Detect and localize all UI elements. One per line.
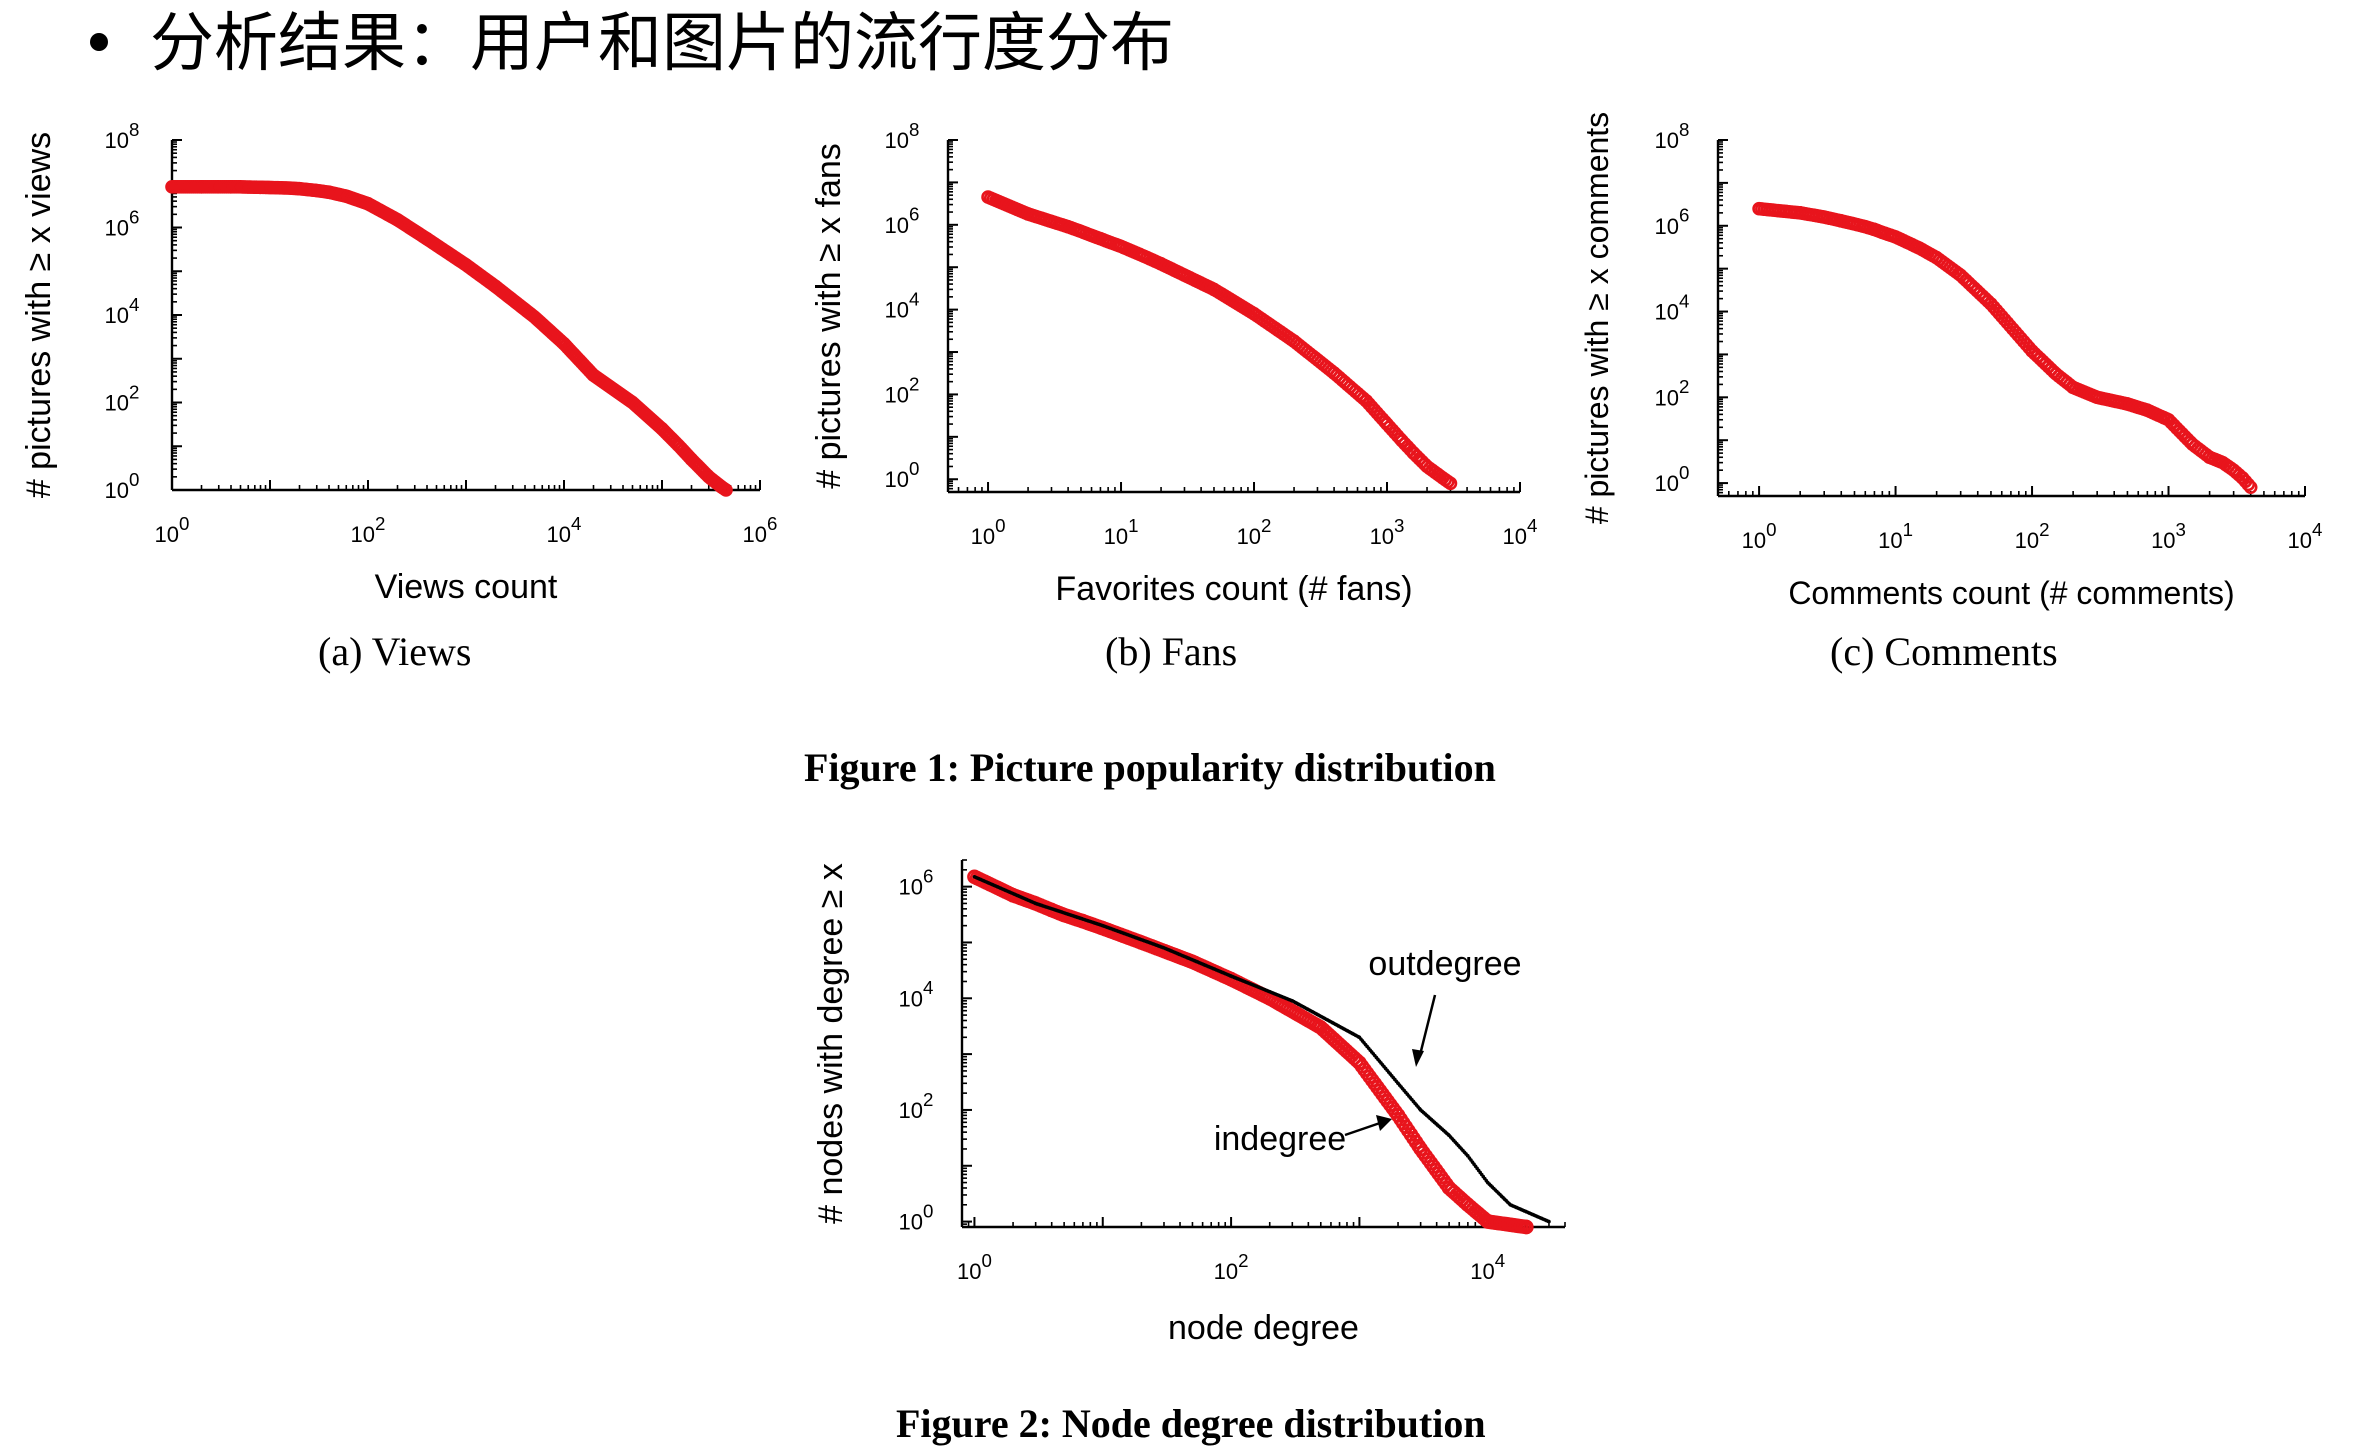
x-tick-label: 100 — [1742, 519, 1777, 553]
slide-heading-text: 分析结果：用户和图片的流行度分布 — [150, 7, 1174, 81]
chart-node-degree: 100 102 104 100 102 104 106 node degree # nodes … — [812, 859, 1566, 1347]
x-tick-label: 100 — [155, 513, 190, 547]
x-tick-label: 103 — [1370, 515, 1405, 549]
data-point — [2044, 362, 2058, 377]
indegree-arrowhead — [1376, 1115, 1392, 1131]
indegree-annotation: indegree — [1214, 1120, 1346, 1158]
outdegree-point — [1356, 1035, 1361, 1039]
y-axis-label: # pictures with ≥ x views — [20, 132, 58, 498]
x-tick-label: 104 — [1470, 1250, 1505, 1284]
chart-fans: 100 101 102 103 104 100 102 104 106 108 Favorites … — [810, 119, 1538, 608]
data-point — [1403, 442, 1417, 457]
figure2-caption: Figure 2: Node degree distribution — [896, 1401, 1486, 1446]
x-tick-label: 102 — [2015, 519, 2050, 553]
y-tick-label: 100 — [105, 469, 140, 503]
x-tick-label: 102 — [351, 513, 386, 547]
slide-heading: 分析结果：用户和图片的流行度分布 — [90, 0, 1174, 88]
x-axis-label: Views count — [375, 568, 558, 606]
data-point — [2238, 474, 2253, 489]
data-point — [1390, 429, 1405, 443]
chart-comments: 100 101 102 103 104 100 102 104 106 108 Comments c… — [1579, 112, 2323, 611]
y-tick-label: 100 — [1655, 462, 1690, 496]
data-point — [1441, 474, 1455, 489]
data-point — [1375, 412, 1390, 426]
y-tick-label: 108 — [885, 119, 920, 153]
figure1-caption: Figure 1: Picture popularity distributio… — [804, 745, 1496, 790]
subcaption-views: (a) Views — [318, 629, 472, 674]
x-tick-label: 100 — [957, 1250, 992, 1284]
outdegree-point — [1484, 1178, 1489, 1183]
y-axis-label: # nodes with degree ≥ x — [812, 863, 850, 1224]
y-tick-label: 104 — [899, 977, 934, 1011]
indegree-arrow — [1344, 1121, 1381, 1137]
outdegree-point — [1546, 1219, 1550, 1223]
y-axis-label: # pictures with ≥ x comments — [1579, 112, 1615, 524]
y-tick-label: 106 — [899, 866, 934, 900]
data-point — [1415, 454, 1429, 469]
y-tick-label: 104 — [1655, 290, 1690, 324]
x-tick-label: 101 — [1878, 519, 1913, 553]
x-tick-label: 104 — [1503, 515, 1538, 549]
y-tick-label: 104 — [105, 294, 140, 328]
y-tick-label: 102 — [899, 1089, 934, 1123]
x-axis-label: Favorites count (# fans) — [1055, 570, 1412, 608]
x-tick-label: 104 — [2288, 519, 2323, 553]
outdegree-point — [1289, 998, 1293, 1003]
data-point — [2241, 477, 2256, 492]
outdegree-arrowhead — [1412, 1049, 1424, 1067]
outdegree-arrow — [1418, 994, 1437, 1056]
outdegree-point — [1161, 945, 1165, 950]
indegree-point — [1518, 1219, 1534, 1235]
x-tick-label: 102 — [1214, 1250, 1249, 1284]
y-tick-label: 102 — [105, 381, 140, 415]
x-tick-label: 100 — [971, 515, 1006, 549]
y-tick-label: 102 — [1655, 376, 1690, 410]
outdegree-point — [1446, 1132, 1451, 1137]
chart-views: 100 102 104 106 100 102 104 106 108 Views count # … — [20, 119, 778, 606]
bullet-dot — [90, 33, 108, 52]
y-tick-label: 108 — [105, 119, 140, 153]
y-tick-label: 106 — [885, 204, 920, 238]
x-tick-label: 103 — [2151, 519, 2186, 553]
outdegree-point — [1417, 1106, 1422, 1111]
data-point — [2180, 432, 2195, 447]
y-tick-label: 100 — [899, 1200, 934, 1234]
y-tick-label: 106 — [105, 206, 140, 240]
outdegree-point — [1032, 901, 1037, 905]
y-tick-label: 104 — [885, 289, 920, 323]
x-tick-label: 106 — [743, 513, 778, 547]
outdegree-annotation: outdegree — [1368, 945, 1521, 983]
y-tick-label: 102 — [885, 373, 920, 407]
x-axis-label: Comments count (# comments) — [1788, 575, 2234, 611]
x-tick-label: 102 — [1237, 515, 1272, 549]
y-tick-label: 106 — [1655, 205, 1690, 239]
y-axis-label: # pictures with ≥ x fans — [810, 143, 848, 489]
subcaption-comments: (c) Comments — [1830, 629, 2058, 674]
x-tick-label: 101 — [1104, 515, 1139, 549]
outdegree-point — [1507, 1201, 1512, 1206]
x-axis-label: node degree — [1168, 1309, 1359, 1347]
y-tick-label: 100 — [885, 458, 920, 492]
data-point — [718, 482, 732, 497]
y-tick-label: 108 — [1655, 119, 1690, 153]
subcaption-fans: (b) Fans — [1105, 629, 1238, 674]
x-tick-label: 104 — [547, 513, 582, 547]
